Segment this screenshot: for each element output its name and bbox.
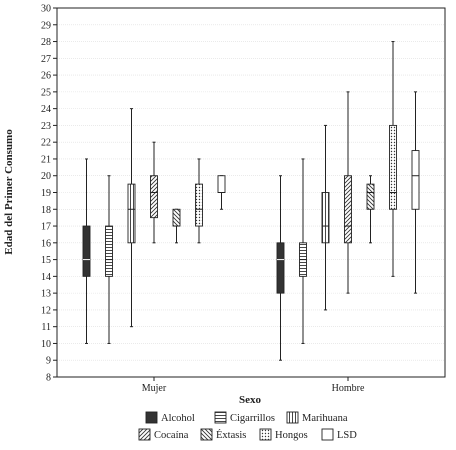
legend-swatch — [321, 428, 334, 441]
box-marihuana-hombre — [321, 124, 330, 311]
y-tick-label: 20 — [41, 171, 51, 182]
y-tick-label: 12 — [41, 305, 51, 316]
y-tick-label: 30 — [41, 4, 51, 15]
box-hongos-hombre — [389, 41, 397, 277]
legend-swatch — [214, 411, 227, 424]
box-iqr — [217, 175, 226, 193]
legend-item-lsd: LSD — [321, 428, 357, 441]
box-iqr — [411, 150, 420, 210]
x-tick-label: Mujer — [142, 383, 167, 394]
y-tick-label: 11 — [41, 322, 51, 333]
legend-item-hongos: Hongos — [259, 428, 308, 441]
box-iqr — [389, 124, 397, 210]
legend-label: Éxtasis — [216, 429, 246, 441]
boxes — [82, 41, 420, 361]
legend-label: Hongos — [275, 430, 308, 441]
box-alcohol-hombre — [276, 175, 285, 361]
y-tick-label: 27 — [41, 54, 51, 65]
box-lsd-hombre — [411, 91, 420, 294]
legend: Alcohol Cigarrillos Marihuana Cocaína Éxtasi… — [138, 411, 357, 441]
y-tick-label: 29 — [41, 20, 51, 31]
y-tick-label: 10 — [41, 339, 51, 350]
box-alcohol-mujer — [82, 158, 91, 344]
y-tick-label: 21 — [41, 154, 51, 165]
y-tick-label: 26 — [41, 71, 51, 82]
box-lsd-mujer — [217, 175, 226, 210]
box-cigarrillos-hombre — [299, 158, 307, 344]
y-tick-label: 15 — [41, 255, 51, 266]
legend-item-cocaína: Cocaína — [138, 428, 189, 441]
y-tick-label: 22 — [41, 138, 51, 149]
y-tick-label: 9 — [46, 356, 51, 367]
box-éxtasis-hombre — [366, 175, 375, 244]
box-iqr — [82, 225, 91, 277]
x-axis-ticks: Mujer Hombre — [142, 377, 365, 394]
y-tick-label: 24 — [41, 104, 51, 115]
legend-item-éxtasis: Éxtasis — [200, 428, 246, 441]
box-iqr — [276, 242, 285, 294]
box-iqr — [344, 175, 352, 244]
box-cocaína-mujer — [150, 141, 158, 244]
box-iqr — [321, 192, 330, 244]
box-éxtasis-mujer — [172, 208, 181, 244]
box-iqr — [127, 183, 136, 244]
y-tick-label: 13 — [41, 289, 51, 300]
box-hongos-mujer — [195, 158, 203, 244]
y-tick-label: 17 — [41, 222, 51, 233]
y-axis-ticks: 8 9 10 11 12 13 14 15 16 17 18 19 20 21 22 23 24 25 26 27 28… — [41, 4, 57, 384]
legend-label: Marihuana — [302, 413, 348, 424]
box-marihuana-mujer — [127, 108, 136, 328]
grid-lines — [57, 24, 445, 361]
y-tick-label: 25 — [41, 87, 51, 98]
box-iqr — [172, 208, 181, 227]
legend-swatch — [286, 411, 299, 424]
box-iqr — [105, 225, 113, 277]
legend-label: Alcohol — [161, 413, 195, 424]
legend-swatch — [259, 428, 272, 441]
box-iqr — [366, 183, 375, 210]
legend-swatch — [200, 428, 213, 441]
legend-swatch — [138, 428, 151, 441]
y-tick-label: 14 — [41, 272, 51, 283]
x-tick-label: Hombre — [332, 383, 365, 394]
y-tick-label: 19 — [41, 188, 51, 199]
legend-item-cigarrillos: Cigarrillos — [214, 411, 275, 424]
y-axis-label: Edad del Primer Consumo — [3, 129, 15, 255]
x-axis-label: Sexo — [239, 394, 262, 406]
y-tick-label: 16 — [41, 238, 51, 249]
box-iqr — [150, 175, 158, 219]
legend-label: Cocaína — [154, 430, 189, 441]
legend-label: LSD — [337, 430, 357, 441]
box-iqr — [195, 183, 203, 227]
box-cocaína-hombre — [344, 91, 352, 294]
legend-swatch — [145, 411, 158, 424]
y-tick-label: 8 — [46, 373, 51, 384]
legend-item-marihuana: Marihuana — [286, 411, 348, 424]
y-tick-label: 28 — [41, 37, 51, 48]
legend-label: Cigarrillos — [230, 413, 275, 424]
y-tick-label: 23 — [41, 121, 51, 132]
box-cigarrillos-mujer — [105, 175, 113, 344]
y-tick-label: 18 — [41, 205, 51, 216]
legend-item-alcohol: Alcohol — [145, 411, 195, 424]
